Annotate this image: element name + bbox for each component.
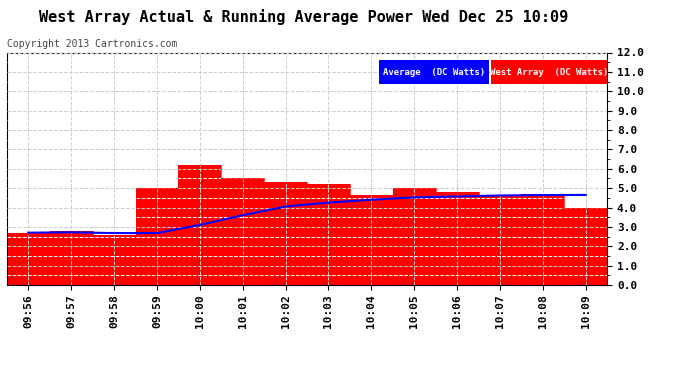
Bar	[379, 60, 489, 84]
Bar	[491, 60, 607, 84]
Text: Average  (DC Watts): Average (DC Watts)	[383, 68, 485, 77]
Text: West Array  (DC Watts): West Array (DC Watts)	[490, 68, 608, 77]
Text: Copyright 2013 Cartronics.com: Copyright 2013 Cartronics.com	[7, 39, 177, 50]
Text: West Array Actual & Running Average Power Wed Dec 25 10:09: West Array Actual & Running Average Powe…	[39, 9, 569, 26]
